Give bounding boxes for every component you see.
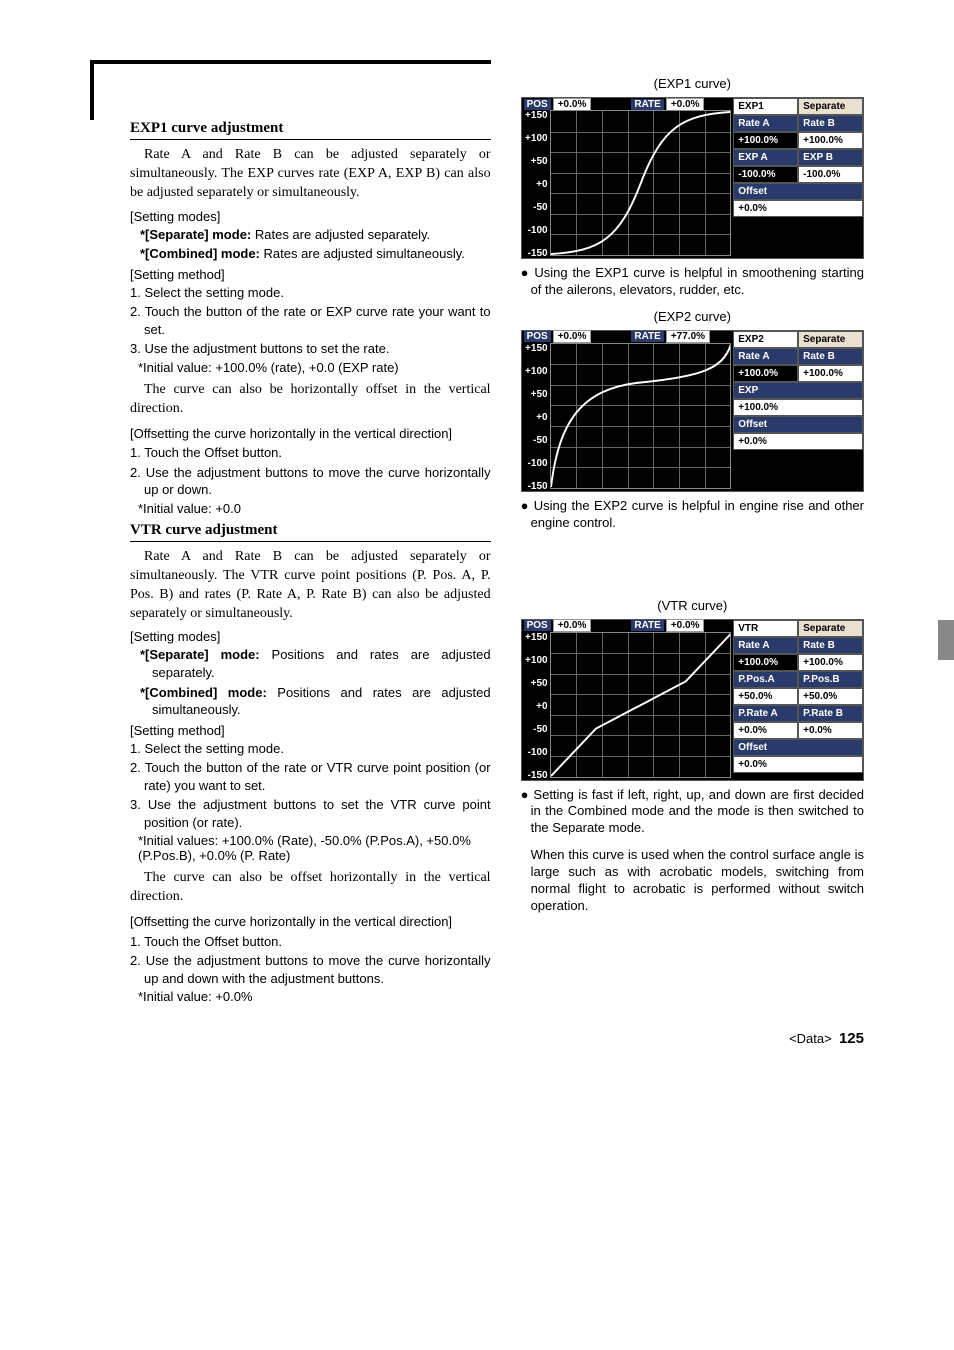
vtr-offset-body: The curve can also be offset horizontall… xyxy=(130,869,491,907)
exp1-offset-label: [Offsetting the curve horizontally in th… xyxy=(144,425,491,443)
right-column: (EXP1 curve) POS+0.0%RATE+0.0%+150+100+50… xyxy=(521,60,864,1010)
exp1-o2: 2. Use the adjustment buttons to move th… xyxy=(144,464,491,499)
exp1-cell-0-1[interactable]: Separate xyxy=(798,98,863,115)
vtr-cell-3-0: P.Pos.A xyxy=(733,671,798,688)
vtr-caption: (VTR curve) xyxy=(521,598,864,613)
exp1-body: Rate A and Rate B can be adjusted separa… xyxy=(130,146,491,203)
exp1-note: ● Using the EXP1 curve is helpful in smo… xyxy=(531,265,864,299)
exp2-screenshot: POS+0.0%RATE+77.0%+150+100+50+0-50-100-1… xyxy=(521,330,864,492)
side-tab xyxy=(938,620,954,660)
exp1-mode-separate: *[Separate] mode: Rates are adjusted sep… xyxy=(152,226,491,244)
exp2-cell-2-0[interactable]: +100.0% xyxy=(733,365,798,382)
vtr-cell-6-1[interactable]: +0.0% xyxy=(798,722,863,739)
vtr-cell-5-1: P.Rate B xyxy=(798,705,863,722)
exp1-cell-2-0[interactable]: +100.0% xyxy=(733,132,798,149)
exp1-panel: EXP1SeparateRate ARate B+100.0%+100.0%EX… xyxy=(733,98,863,258)
exp2-cell-4-0[interactable]: +100.0% xyxy=(733,399,863,416)
exp1-cell-6-0[interactable]: +0.0% xyxy=(733,200,863,217)
exp2-cell-1-0: Rate A xyxy=(733,348,798,365)
footer-section: <Data> xyxy=(789,1031,832,1046)
vtr-heading: VTR curve adjustment xyxy=(130,522,491,542)
vtr-method-label: [Setting method] xyxy=(130,723,491,738)
exp1-cell-3-1: EXP B xyxy=(798,149,863,166)
vtr-mode-separate: *[Separate] mode: Positions and rates ar… xyxy=(152,646,491,681)
exp1-cell-4-1[interactable]: -100.0% xyxy=(798,166,863,183)
vtr-o2: 2. Use the adjustment buttons to move th… xyxy=(144,952,491,987)
exp2-cell-0-0[interactable]: EXP2 xyxy=(733,331,798,348)
top-border xyxy=(90,60,491,120)
vtr-cell-2-0[interactable]: +100.0% xyxy=(733,654,798,671)
exp1-m1: 1. Select the setting mode. xyxy=(144,284,491,302)
vtr-m2: 2. Touch the button of the rate or VTR c… xyxy=(144,759,491,794)
vtr-cell-0-1[interactable]: Separate xyxy=(798,620,863,637)
vtr-init: *Initial values: +100.0% (Rate), -50.0% … xyxy=(138,833,491,863)
exp2-cell-3-0: EXP xyxy=(733,382,863,399)
exp2-cell-0-1[interactable]: Separate xyxy=(798,331,863,348)
vtr-cell-8-0[interactable]: +0.0% xyxy=(733,756,863,773)
vtr-mode-combined: *[Combined] mode: Positions and rates ar… xyxy=(152,684,491,719)
exp1-oinit: *Initial value: +0.0 xyxy=(138,501,491,516)
exp2-cell-6-0[interactable]: +0.0% xyxy=(733,433,863,450)
vtr-o1: 1. Touch the Offset button. xyxy=(144,933,491,951)
vtr-cell-4-0[interactable]: +50.0% xyxy=(733,688,798,705)
exp2-cell-1-1: Rate B xyxy=(798,348,863,365)
exp1-cell-2-1[interactable]: +100.0% xyxy=(798,132,863,149)
vtr-body: Rate A and Rate B can be adjusted separa… xyxy=(130,548,491,624)
exp1-caption: (EXP1 curve) xyxy=(521,76,864,91)
exp1-m3: 3. Use the adjustment buttons to set the… xyxy=(144,340,491,358)
exp2-graph: POS+0.0%RATE+77.0%+150+100+50+0-50-100-1… xyxy=(522,331,734,491)
vtr-cell-5-0: P.Rate A xyxy=(733,705,798,722)
exp2-curve xyxy=(551,344,731,488)
page-number: 125 xyxy=(839,1030,864,1047)
vtr-modes-label: [Setting modes] xyxy=(130,629,491,644)
exp1-heading: EXP1 curve adjustment xyxy=(130,120,491,140)
exp1-method-label: [Setting method] xyxy=(130,267,491,282)
exp1-init: *Initial value: +100.0% (rate), +0.0 (EX… xyxy=(138,360,491,375)
vtr-m3: 3. Use the adjustment buttons to set the… xyxy=(144,796,491,831)
vtr-cell-6-0[interactable]: +0.0% xyxy=(733,722,798,739)
exp1-cell-5-0: Offset xyxy=(733,183,863,200)
exp1-modes-label: [Setting modes] xyxy=(130,209,491,224)
vtr-m1: 1. Select the setting mode. xyxy=(144,740,491,758)
page-footer: <Data> 125 xyxy=(0,1010,954,1047)
exp1-cell-1-1: Rate B xyxy=(798,115,863,132)
left-column: EXP1 curve adjustment Rate A and Rate B … xyxy=(130,60,491,1010)
vtr-cell-2-1[interactable]: +100.0% xyxy=(798,654,863,671)
exp1-cell-3-0: EXP A xyxy=(733,149,798,166)
vtr-oinit: *Initial value: +0.0% xyxy=(138,989,491,1004)
vtr-cell-7-0: Offset xyxy=(733,739,863,756)
vtr-panel: VTRSeparateRate ARate B+100.0%+100.0%P.P… xyxy=(733,620,863,780)
exp1-graph: POS+0.0%RATE+0.0%+150+100+50+0-50-100-15… xyxy=(522,98,734,258)
exp1-cell-4-0[interactable]: -100.0% xyxy=(733,166,798,183)
vtr-note2: When this curve is used when the control… xyxy=(531,847,864,915)
vtr-offset-label: [Offsetting the curve horizontally in th… xyxy=(144,913,491,931)
vtr-note: ● Setting is fast if left, right, up, an… xyxy=(531,787,864,838)
exp1-offset-body: The curve can also be horizontally offse… xyxy=(130,381,491,419)
vtr-screenshot: POS+0.0%RATE+0.0%+150+100+50+0-50-100-15… xyxy=(521,619,864,781)
exp2-note: ● Using the EXP2 curve is helpful in eng… xyxy=(531,498,864,532)
exp1-cell-0-0[interactable]: EXP1 xyxy=(733,98,798,115)
exp1-curve xyxy=(551,111,731,255)
vtr-cell-1-1: Rate B xyxy=(798,637,863,654)
exp2-cell-5-0: Offset xyxy=(733,416,863,433)
exp1-m2: 2. Touch the button of the rate or EXP c… xyxy=(144,303,491,338)
exp1-cell-1-0: Rate A xyxy=(733,115,798,132)
exp1-screenshot: POS+0.0%RATE+0.0%+150+100+50+0-50-100-15… xyxy=(521,97,864,259)
exp1-mode-combined: *[Combined] mode: Rates are adjusted sim… xyxy=(152,245,491,263)
exp1-o1: 1. Touch the Offset button. xyxy=(144,444,491,462)
vtr-graph: POS+0.0%RATE+0.0%+150+100+50+0-50-100-15… xyxy=(522,620,734,780)
exp2-caption: (EXP2 curve) xyxy=(521,309,864,324)
vtr-cell-3-1: P.Pos.B xyxy=(798,671,863,688)
vtr-cell-4-1[interactable]: +50.0% xyxy=(798,688,863,705)
exp2-panel: EXP2SeparateRate ARate B+100.0%+100.0%EX… xyxy=(733,331,863,491)
page-content: EXP1 curve adjustment Rate A and Rate B … xyxy=(0,60,954,1010)
exp2-cell-2-1[interactable]: +100.0% xyxy=(798,365,863,382)
vtr-curve xyxy=(551,633,731,777)
vtr-cell-0-0[interactable]: VTR xyxy=(733,620,798,637)
vtr-cell-1-0: Rate A xyxy=(733,637,798,654)
